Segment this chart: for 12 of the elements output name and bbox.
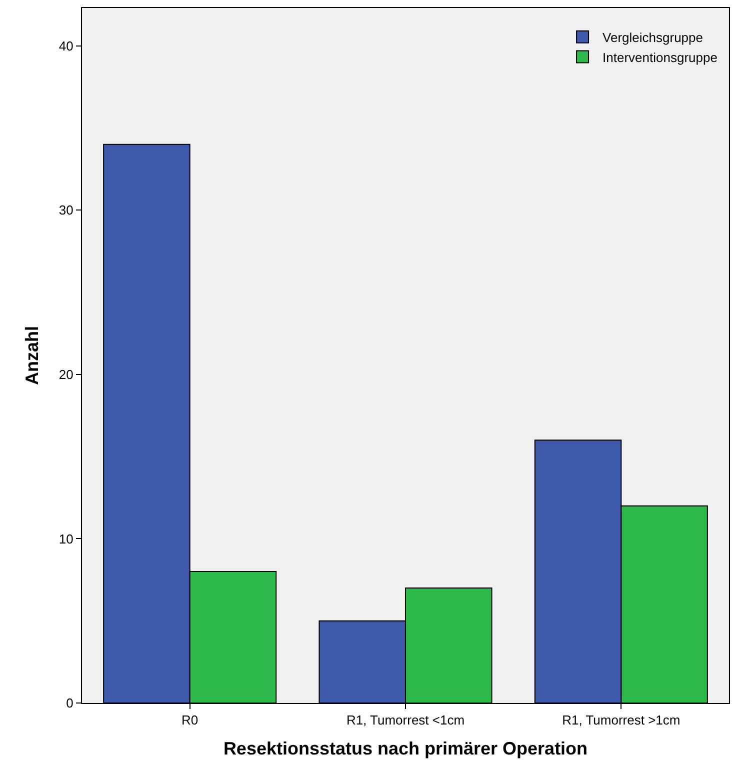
y-tick-label: 30 — [58, 202, 74, 218]
y-axis-title: Anzahl — [22, 326, 42, 386]
x-axis-title: Resektionsstatus nach primärer Operation — [223, 738, 588, 759]
x-tick-label: R1, Tumorrest >1cm — [562, 712, 680, 728]
x-tick-label: R0 — [182, 712, 198, 728]
legend-label: Vergleichsgruppe — [602, 30, 703, 45]
legend-label: Interventionsgruppe — [602, 50, 718, 65]
y-tick-label: 10 — [58, 531, 74, 546]
y-tick-label: 40 — [58, 38, 74, 54]
y-tick-label: 0 — [66, 696, 74, 711]
x-tick-label: R1, Tumorrest <1cm — [346, 712, 465, 728]
y-tick-label: 20 — [58, 366, 74, 382]
